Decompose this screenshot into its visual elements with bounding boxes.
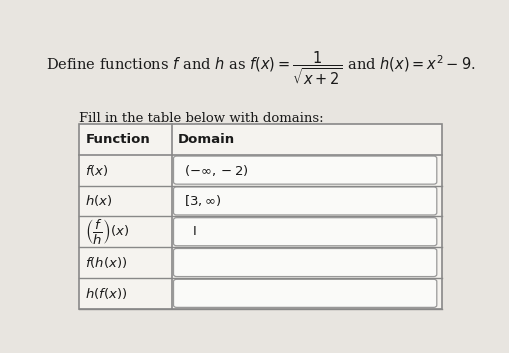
Text: Fill in the table below with domains:: Fill in the table below with domains:: [79, 112, 324, 125]
Text: $(-\infty,-2)$: $(-\infty,-2)$: [184, 163, 248, 178]
Text: $[3,\infty)$: $[3,\infty)$: [184, 193, 221, 208]
Text: Domain: Domain: [178, 133, 235, 146]
FancyBboxPatch shape: [174, 279, 437, 307]
Text: $\left(\dfrac{f}{h}\right)(x)$: $\left(\dfrac{f}{h}\right)(x)$: [86, 217, 130, 246]
FancyBboxPatch shape: [174, 249, 437, 276]
Text: $h(x)$: $h(x)$: [86, 193, 112, 208]
Text: $f(x)$: $f(x)$: [86, 163, 109, 178]
Text: Define functions $f$ and $h$ as $f(x) = \dfrac{1}{\sqrt{x+2}}$ and $h(x) = x^2 -: Define functions $f$ and $h$ as $f(x) = …: [46, 49, 476, 86]
Text: $f(h(x))$: $f(h(x))$: [86, 255, 128, 270]
Text: Function: Function: [86, 133, 150, 146]
Text: $h(f(x))$: $h(f(x))$: [86, 286, 128, 301]
FancyBboxPatch shape: [174, 187, 437, 215]
FancyBboxPatch shape: [174, 156, 437, 184]
FancyBboxPatch shape: [174, 218, 437, 246]
Text: $\mathrm{I}$: $\mathrm{I}$: [192, 225, 196, 238]
